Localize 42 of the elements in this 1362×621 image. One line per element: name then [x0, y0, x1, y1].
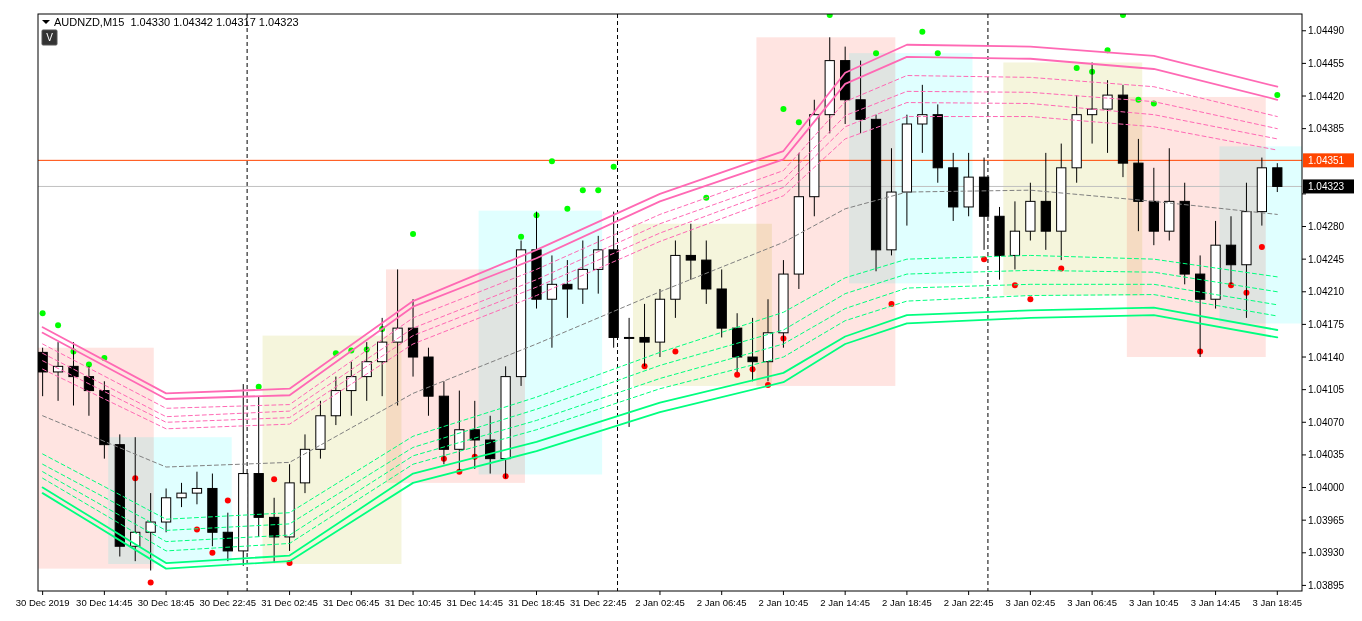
y-tick-label: 1.04490: [1308, 25, 1345, 37]
y-tick-label: 1.04280: [1308, 221, 1345, 233]
annotation: V: [46, 32, 54, 43]
x-tick-label: 30 Dec 22:45: [199, 597, 257, 608]
x-tick-label: 3 Jan 14:45: [1190, 597, 1241, 608]
x-tick-label: 2 Jan 22:45: [943, 597, 994, 608]
x-tick-label: 30 Dec 2019: [15, 597, 70, 608]
y-tick-label: 1.03965: [1308, 514, 1345, 526]
x-tick-label: 2 Jan 18:45: [882, 597, 932, 608]
x-tick-label: 31 Dec 02:45: [261, 597, 318, 608]
y-tick-label: 1.03930: [1308, 547, 1345, 559]
x-tick-label: 3 Jan 18:45: [1252, 597, 1303, 608]
x-tick-label: 31 Dec 18:45: [508, 597, 565, 608]
toggle-button: V: [41, 29, 58, 46]
x-tick-label: 31 Dec 06:45: [323, 597, 380, 608]
x-tick-label: 2 Jan 14:45: [820, 597, 870, 608]
y-tick-label: 1.04070: [1308, 416, 1345, 428]
x-tick-label: 3 Jan 02:45: [1005, 597, 1056, 608]
x-tick-label: 3 Jan 10:45: [1129, 597, 1179, 608]
y-tick-label: 1.04035: [1308, 449, 1345, 461]
ref-line-label: 1.04323: [1308, 180, 1345, 192]
x-tick-label: 2 Jan 06:45: [696, 597, 747, 608]
x-tick-label: 2 Jan 10:45: [758, 597, 809, 608]
x-tick-label: 2 Jan 02:45: [635, 597, 685, 608]
x-tick-label: 31 Dec 22:45: [569, 597, 627, 608]
chart-title: AUDNZD,M15 1.04330 1.04342 1.04317 1.04323: [54, 16, 299, 28]
y-tick-label: 1.03895: [1308, 579, 1345, 591]
y-tick-label: 1.04000: [1308, 482, 1345, 494]
y-tick-label: 1.04385: [1308, 123, 1345, 135]
y-tick-label: 1.04420: [1308, 90, 1345, 102]
y-tick-label: 1.04210: [1308, 286, 1345, 298]
y-tick-label: 1.04140: [1308, 351, 1345, 363]
y-tick-label: 1.04105: [1308, 384, 1345, 396]
x-tick-label: 31 Dec 10:45: [384, 597, 442, 608]
x-tick-label: 31 Dec 14:45: [446, 597, 504, 608]
y-tick-label: 1.04175: [1308, 318, 1345, 330]
y-tick-label: 1.04245: [1308, 253, 1345, 265]
ref-line-label: 1.04351: [1308, 154, 1345, 166]
x-tick-label: 3 Jan 06:45: [1067, 597, 1117, 608]
y-tick-label: 1.04455: [1308, 57, 1345, 69]
x-tick-label: 30 Dec 14:45: [76, 597, 133, 608]
x-tick-label: 30 Dec 18:45: [137, 597, 195, 608]
